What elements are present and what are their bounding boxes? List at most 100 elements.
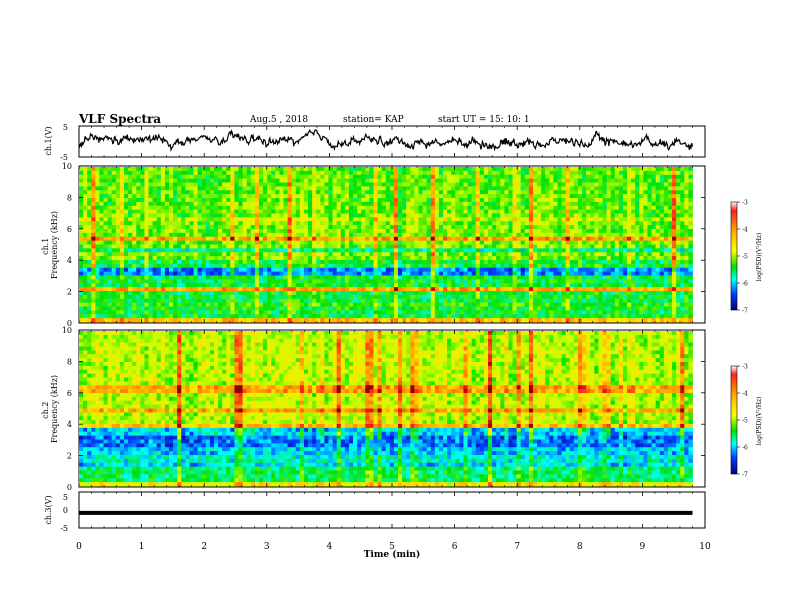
spectrogram-cell [312,256,317,261]
spectrogram-cell [128,170,133,176]
spectrogram-cell [651,263,657,269]
spectrogram-cell [577,240,583,245]
spectrogram-cell [209,263,215,269]
spectrogram-cell [496,225,501,230]
spectrogram-cell [643,236,648,242]
spectrogram-cell [406,240,411,245]
spectrogram-cell [659,198,665,203]
spectrogram-cell [271,198,276,203]
spectrogram-cell [524,194,530,199]
spectrogram-cell [263,279,268,284]
spectrogram-cell [598,205,603,211]
spectrogram-cell [107,174,113,180]
spectrogram-cell [647,287,652,292]
spectrogram-cell [553,225,558,230]
spectrogram-cell [87,174,92,180]
spectrogram-cell [246,205,252,211]
spectrogram-cell [201,248,207,253]
spectrogram-cell [434,271,440,276]
spectrogram-cell [622,198,628,203]
spectrogram-cell [606,260,612,265]
spectrogram-cell [156,236,162,242]
spectrogram-cell [324,182,329,187]
spectrogram-cell [582,263,587,269]
spectrogram-cell [455,186,460,191]
spectrogram-cell [238,256,243,261]
spectrogram-cell [308,182,313,187]
spectrogram-cell [271,229,276,234]
spectrogram-cell [299,229,305,234]
spectrogram-cell [622,225,628,230]
spectrogram-cell [594,201,599,207]
spectrogram-cell [516,190,522,195]
spectrogram-cell [688,167,693,172]
spectrogram-cell [234,194,239,199]
spectrogram-cell [324,244,329,249]
spectrogram-cell [430,186,436,191]
spectrogram-cell [201,275,207,280]
spectrogram-cell [528,167,534,172]
spectrogram-cell [160,294,166,300]
spectrogram-cell [492,275,497,280]
spectrogram-cell [414,170,419,176]
spectrogram-cell [246,186,252,191]
spectrogram-cell [537,279,542,284]
spectrogram-cell [496,287,501,292]
spectrogram-cell [430,194,436,199]
spectrogram-cell [561,279,567,284]
spectrogram-cell [586,256,591,261]
spectrogram-cell [492,167,497,172]
spectrogram-cell [422,229,428,234]
spectrogram-cell [532,194,538,199]
spectrogram-cell [549,167,554,172]
spectrogram-cell [316,178,321,183]
spectrogram-cell [197,225,203,230]
spectrogram-cell [586,194,591,199]
spectrogram-cell [234,248,239,253]
spectrogram-cell [516,283,522,288]
spectrogram-cell [430,182,436,187]
spectrogram-cell [230,244,235,249]
spectrogram-cell [246,244,252,249]
spectrogram-cell [83,240,88,245]
spectrogram-cell [213,217,219,222]
spectrogram-cell [438,170,444,176]
spectrogram-cell [418,236,423,242]
spectrogram-cell [577,221,583,226]
spectrogram-cell [443,271,448,276]
spectrogram-cell [430,229,436,234]
spectrogram-cell [422,225,428,230]
spectrogram-cell [373,256,378,261]
spectrogram-cell [258,240,264,245]
spectrogram-cell [201,229,207,234]
spectrogram-cell [83,248,88,253]
spectrogram-cell [83,271,88,276]
spectrogram-cell [115,178,121,183]
spectrogram-cell [565,263,571,269]
spectrogram-cell [283,205,288,211]
spectrogram-cell [357,283,362,288]
spectrogram-cell [385,178,391,183]
spectrogram-cell [667,240,673,245]
spectrogram-cell [667,229,673,234]
spectrogram-cell [393,198,399,203]
spectrogram-cell [79,182,84,187]
spectrogram-cell [663,283,669,288]
spectrogram-cell [516,225,522,230]
spectrogram-cell [455,209,460,214]
spectrogram-cell [271,283,276,288]
spectrogram-cell [402,174,407,180]
spectrogram-cell [234,170,239,176]
spectrogram-cell [115,252,121,257]
spectrogram-cell [389,194,395,199]
spectrogram-cell [406,248,411,253]
spectrogram-cell [107,256,113,261]
spectrogram-cell [496,194,501,199]
spectrogram-cell [487,271,493,276]
spectrogram-cell [177,174,182,180]
spectrogram-cell [500,225,505,230]
spectrogram-cell [655,213,661,218]
spectrogram-cell [504,283,509,288]
spectrogram-cell [201,256,207,261]
spectrogram-cell [87,275,92,280]
